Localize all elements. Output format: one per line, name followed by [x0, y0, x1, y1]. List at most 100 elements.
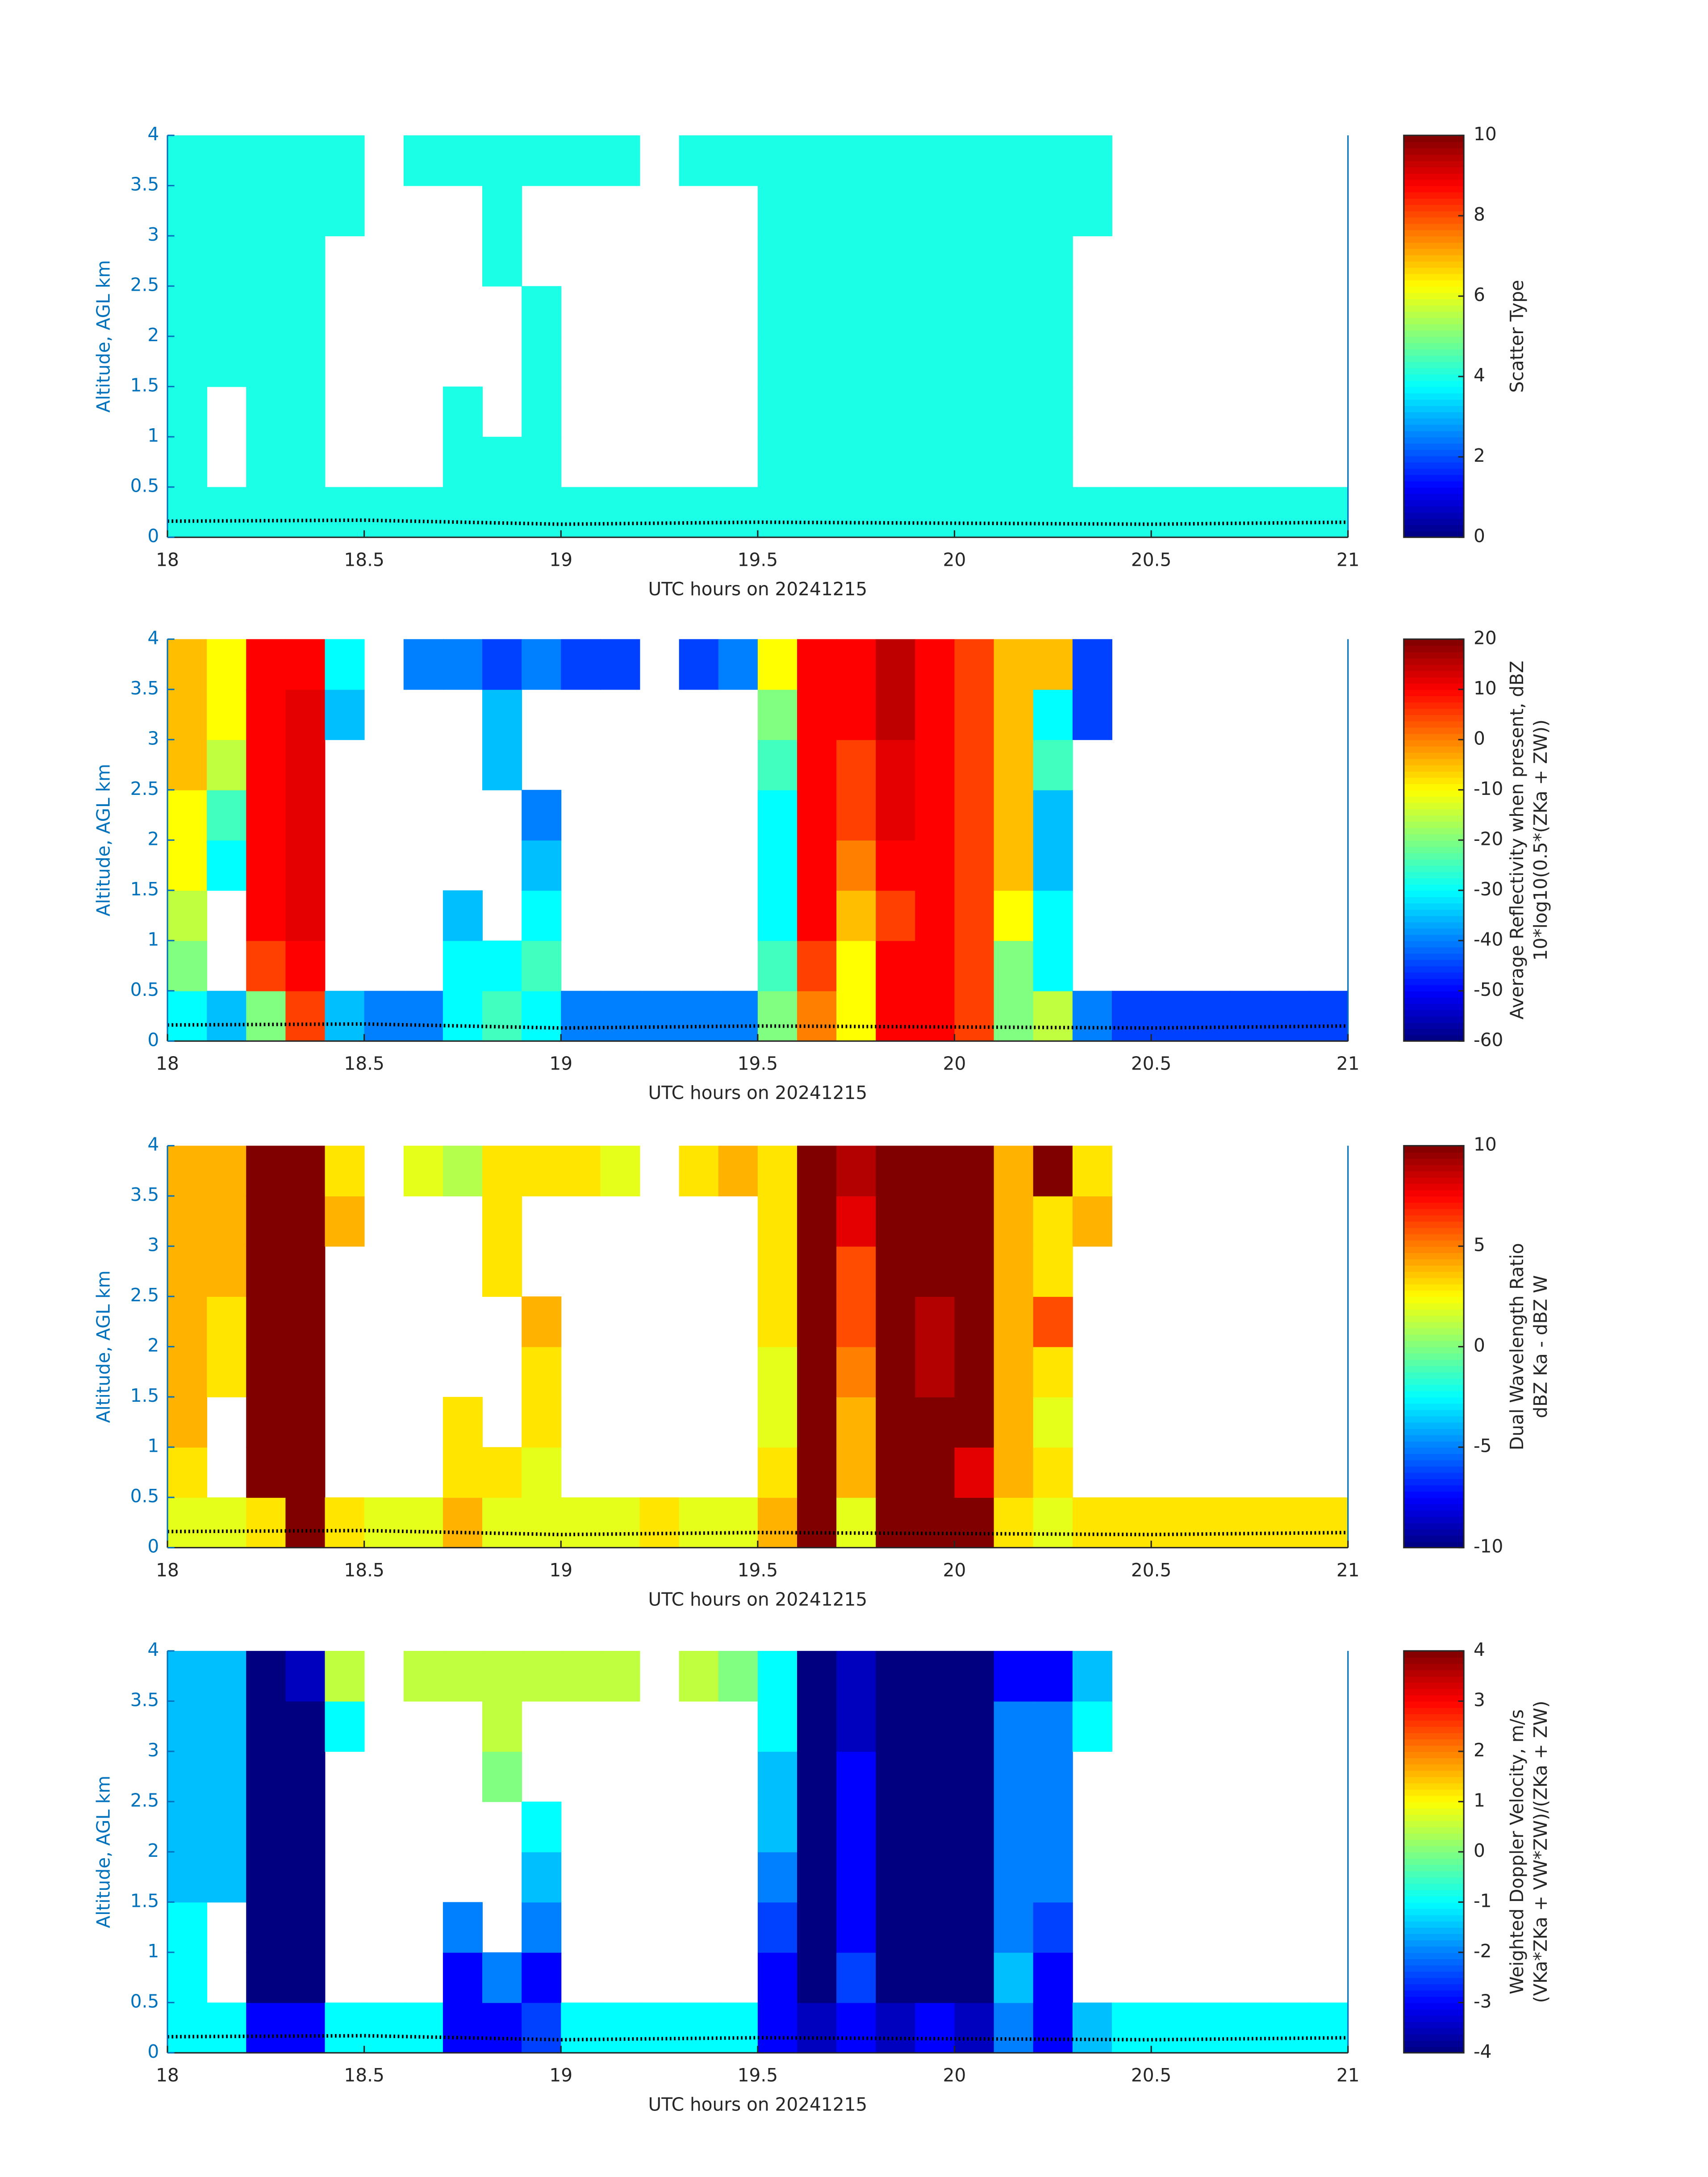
heat-cell [403, 990, 443, 1042]
heat-cell [915, 336, 955, 387]
colorbar-swatch [1403, 1258, 1464, 1266]
heat-cell [1072, 689, 1112, 740]
heat-cell [954, 890, 994, 941]
colorbar-swatch [1403, 1472, 1464, 1479]
colorbar-swatch [1403, 531, 1464, 538]
heat-cell [797, 840, 837, 891]
colorbar-swatch [1403, 2046, 1464, 2054]
heat-cell [757, 1701, 798, 1752]
colorbar-swatch [1403, 1346, 1464, 1354]
heat-cell [285, 1651, 326, 1702]
heat-cell [522, 990, 562, 1042]
heat-cell [1033, 1346, 1073, 1398]
x-tick-label: 19 [549, 2064, 572, 2086]
heat-cell [1072, 487, 1112, 538]
heat-cell [1033, 135, 1073, 186]
heat-cell [797, 1397, 837, 1448]
heat-cell [836, 790, 877, 841]
heat-cell [954, 1447, 994, 1498]
colorbar-swatch [1403, 481, 1464, 488]
y-tick-label: 2 [147, 1840, 159, 1861]
colorbar-swatch [1403, 959, 1464, 966]
heat-cell [836, 1447, 877, 1498]
heat-cell [1190, 990, 1231, 1042]
colorbar-swatch [1403, 1183, 1464, 1191]
colorbar-swatch [1403, 1826, 1464, 1834]
colorbar-swatch [1403, 179, 1464, 186]
colorbar-swatch [1403, 135, 1464, 142]
heat-cell [207, 286, 247, 337]
heat-cell [757, 790, 798, 841]
heat-cell [954, 1296, 994, 1347]
heat-cell [994, 1397, 1034, 1448]
colorbar-swatch [1403, 1296, 1464, 1304]
heat-cell [246, 1196, 286, 1247]
colorbar-swatch [1403, 852, 1464, 860]
surface-line [167, 1022, 1348, 1030]
heat-cell [285, 1447, 326, 1498]
heat-cell [836, 1246, 877, 1297]
heat-cell [325, 487, 365, 538]
colorbar-swatch [1403, 1397, 1464, 1404]
x-tick-label: 21 [1336, 1053, 1360, 1074]
heat-cell [325, 1701, 365, 1752]
heat-cell [1308, 990, 1349, 1042]
heat-cell [443, 1145, 483, 1197]
colorbar-swatch [1403, 890, 1464, 898]
y-axis-label: Altitude, AGL km [92, 260, 114, 413]
heat-cell [167, 1246, 208, 1297]
heat-cell [679, 135, 719, 186]
y-tick-label: 0 [147, 1536, 159, 1557]
heat-cell [797, 135, 837, 186]
heat-cell [994, 990, 1034, 1042]
x-tick-label: 21 [1336, 549, 1360, 570]
heat-cell [325, 1196, 365, 1247]
colorbar-swatch [1403, 702, 1464, 709]
colorbar-tick-label: 20 [1474, 627, 1497, 648]
colorbar-tick-label: 10 [1474, 1134, 1497, 1155]
colorbar-swatch [1403, 430, 1464, 438]
heat-cell [403, 1651, 443, 1702]
colorbar-swatch [1403, 1158, 1464, 1166]
colorbar-swatch [1403, 1190, 1464, 1197]
heat-cell [915, 1246, 955, 1297]
heat-cell [482, 135, 522, 186]
colorbar-swatch [1403, 1303, 1464, 1310]
x-tick-label: 18 [156, 2064, 179, 2086]
colorbar-swatch [1403, 1958, 1464, 1966]
colorbar-swatch [1403, 380, 1464, 387]
heat-cell [797, 940, 837, 991]
colorbar-swatch [1403, 1682, 1464, 1689]
heat-cell [876, 890, 916, 941]
x-tick-label: 18.5 [344, 1559, 384, 1581]
heat-cell [954, 1397, 994, 1448]
heat-cell [994, 1751, 1034, 1802]
heat-cell [167, 236, 208, 287]
heat-cell [522, 1801, 562, 1852]
heat-cell [443, 487, 483, 538]
heat-cell [167, 135, 208, 186]
colorbar-swatch [1403, 1365, 1464, 1373]
heat-cell [836, 1902, 877, 1953]
colorbar-swatch [1403, 1889, 1464, 1897]
heat-cell [994, 1296, 1034, 1347]
heat-cell [836, 236, 877, 287]
heat-cell [482, 1651, 522, 1702]
colorbar-swatch [1403, 1663, 1464, 1671]
colorbar-tick-label: 0 [1474, 1840, 1485, 1861]
heat-cell [954, 336, 994, 387]
colorbar-swatch [1403, 2034, 1464, 2041]
heat-cell [836, 990, 877, 1042]
heat-cell [522, 940, 562, 991]
x-tick-label: 20.5 [1131, 549, 1171, 570]
heat-cell [325, 185, 365, 237]
colorbar-swatch [1403, 512, 1464, 519]
heat-cell [1033, 1196, 1073, 1247]
heat-cell [639, 2002, 680, 2053]
colorbar-swatch [1403, 154, 1464, 161]
heat-cell [757, 1346, 798, 1398]
heat-cell [954, 487, 994, 538]
heat-cell [1033, 1651, 1073, 1702]
heat-cell [167, 639, 208, 690]
heat-cell [915, 487, 955, 538]
